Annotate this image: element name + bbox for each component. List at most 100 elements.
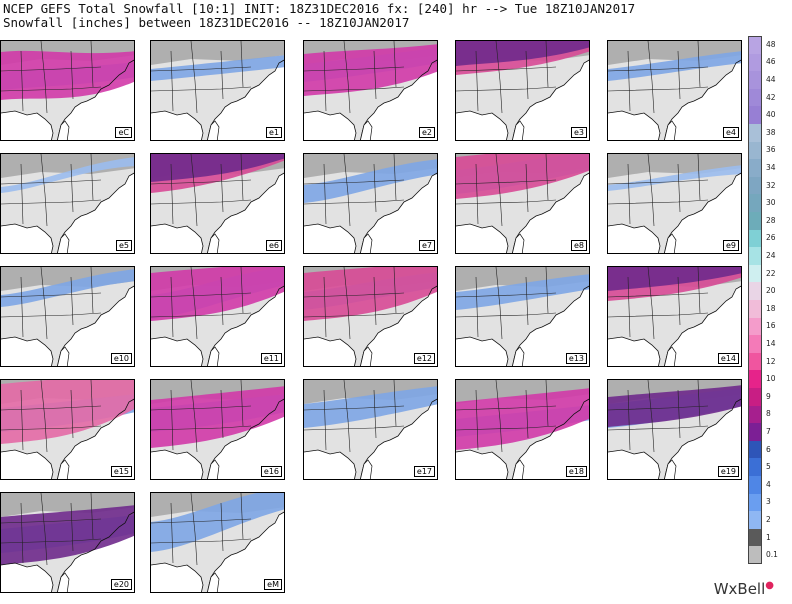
panel-label-e1: e1 <box>265 127 282 138</box>
state-border <box>170 502 174 564</box>
ensemble-panel-e3: e3 <box>455 40 590 141</box>
gulf-coastline <box>151 223 204 253</box>
state-border <box>190 267 198 340</box>
coastline <box>57 285 134 366</box>
gulf-of-mexico <box>1 224 53 253</box>
state-border <box>304 312 405 318</box>
state-border <box>677 163 681 213</box>
state-border <box>475 276 479 338</box>
state-border <box>323 163 327 225</box>
state-border <box>151 86 252 92</box>
state-border <box>697 380 701 427</box>
florida-peninsula <box>512 459 525 479</box>
state-border <box>525 276 529 326</box>
ensemble-panel-e5: e5 <box>0 153 135 254</box>
snow-band-0 <box>151 493 284 552</box>
snow-band-0 <box>608 165 741 191</box>
snowfall-map-e16 <box>151 380 284 479</box>
state-border <box>220 163 224 213</box>
snow-band-0 <box>1 157 134 193</box>
state-border <box>190 154 198 227</box>
coastline <box>664 398 741 479</box>
florida-peninsula <box>664 459 677 479</box>
panel-label-e5: e5 <box>115 240 132 251</box>
florida-peninsula <box>664 233 677 253</box>
state-border <box>475 163 479 225</box>
ensemble-panel-e7: e7 <box>303 153 438 254</box>
legend-tick-0.1: 0.1 <box>766 550 778 560</box>
florida-peninsula <box>664 120 677 140</box>
snow-band-1 <box>608 385 741 427</box>
gulf-of-mexico <box>456 224 508 253</box>
ensemble-panel-e9: e9 <box>607 153 742 254</box>
florida-peninsula <box>207 233 220 253</box>
panel-label-e7: e7 <box>418 240 435 251</box>
legend-tick-2: 2 <box>766 515 771 524</box>
florida-peninsula <box>207 346 220 366</box>
gulf-of-mexico <box>151 563 203 592</box>
state-border <box>647 267 655 340</box>
state-border <box>545 380 549 427</box>
snow-band-0 <box>608 51 741 81</box>
ensemble-panel-e4: e4 <box>607 40 742 141</box>
snowfall-map-e13 <box>456 267 589 366</box>
snowfall-map-e17 <box>304 380 437 479</box>
snowfall-map-e4 <box>608 41 741 140</box>
light-snow-band <box>1 154 134 178</box>
panel-label-e9: e9 <box>722 240 739 251</box>
state-border <box>90 154 94 201</box>
snowfall-map-e20 <box>1 493 134 592</box>
snow-band-1 <box>456 154 589 199</box>
gulf-coastline <box>1 223 54 253</box>
florida-peninsula <box>664 346 677 366</box>
state-border <box>627 276 631 338</box>
state-border <box>545 267 549 314</box>
state-border <box>627 163 631 225</box>
snowfall-map-e2 <box>304 41 437 140</box>
florida-peninsula <box>512 346 525 366</box>
snowfall-map-e12 <box>304 267 437 366</box>
ensemble-panel-e10: e10 <box>0 266 135 367</box>
state-border <box>151 199 252 205</box>
gulf-coastline <box>304 449 357 479</box>
state-border <box>304 66 405 72</box>
snow-band-1 <box>151 267 284 321</box>
coastline <box>512 285 589 366</box>
florida-peninsula <box>57 120 70 140</box>
state-border <box>1 538 102 544</box>
legend-tick-40: 40 <box>766 110 776 120</box>
panel-label-e15: e15 <box>110 466 132 477</box>
legend-tick-42: 42 <box>766 92 776 102</box>
florida-peninsula <box>512 120 525 140</box>
gulf-coastline <box>608 110 661 140</box>
gulf-of-mexico <box>151 337 203 366</box>
state-border <box>697 154 701 201</box>
map-subtitle: Snowfall [inches] between 18Z31DEC2016 -… <box>3 15 410 30</box>
panel-label-e12: e12 <box>413 353 435 364</box>
legend-tick-3: 3 <box>766 497 771 507</box>
coastline <box>207 398 284 479</box>
state-border <box>20 276 24 338</box>
state-border <box>151 312 252 318</box>
snowfall-map-e6 <box>151 154 284 253</box>
state-border <box>1 312 102 318</box>
wxbell-logo: WxBell● <box>714 580 774 598</box>
ensemble-panel-e19: e19 <box>607 379 742 480</box>
florida-peninsula <box>57 346 70 366</box>
gulf-coastline <box>151 562 204 592</box>
state-border <box>1 292 102 298</box>
ensemble-panel-e20: e20 <box>0 492 135 593</box>
legend-tick-28: 28 <box>766 215 776 225</box>
florida-peninsula <box>207 572 220 592</box>
state-border <box>1 405 102 411</box>
state-border <box>677 50 681 100</box>
gulf-coastline <box>151 336 204 366</box>
legend-tick-7: 7 <box>766 427 771 436</box>
state-border <box>90 267 94 314</box>
state-border <box>343 380 351 453</box>
snowfall-map-eC <box>1 41 134 140</box>
snow-band-0 <box>1 269 134 307</box>
snow-band-1 <box>456 41 589 66</box>
panel-label-e16: e16 <box>260 466 282 477</box>
gulf-coastline <box>304 336 357 366</box>
